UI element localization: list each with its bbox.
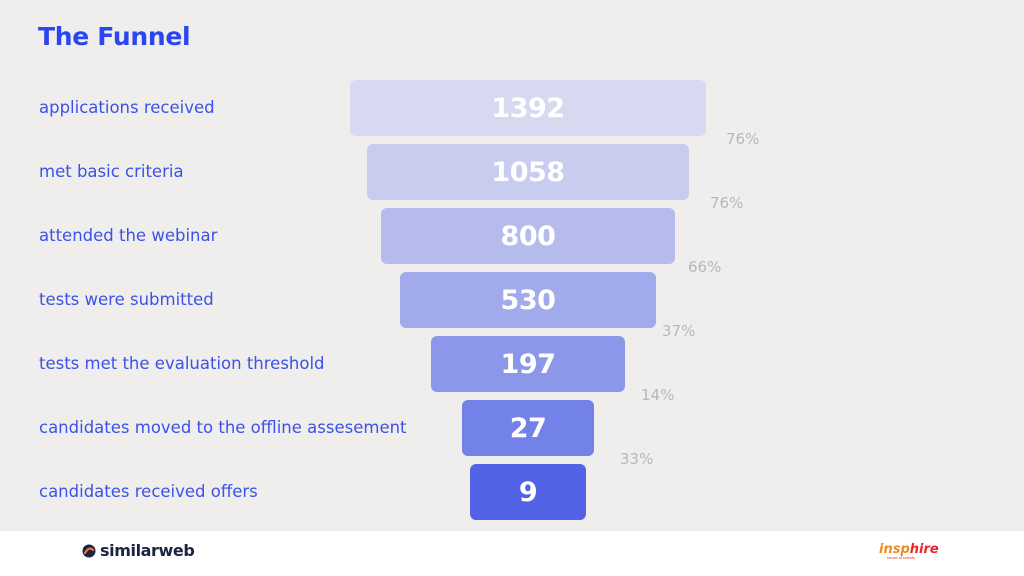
- bar-value-label: 197: [500, 348, 556, 380]
- insphire-tagline: house of talents: [887, 556, 916, 560]
- stage-label: tests met the evaluation threshold: [39, 354, 325, 373]
- funnel-bar: 197: [431, 336, 625, 392]
- slide-background: The Funnel applications received 1392 met …: [0, 0, 1024, 531]
- similarweb-logo: similarweb: [82, 541, 195, 560]
- bar-value-label: 9: [518, 476, 538, 508]
- similarweb-wordmark: similarweb: [100, 541, 195, 560]
- stage-label: candidates received offers: [39, 482, 258, 501]
- insphire-logo: insphire house of talents: [879, 540, 939, 561]
- stage-label: attended the webinar: [39, 226, 218, 245]
- chart-title: The Funnel: [38, 22, 191, 51]
- bar-value-label: 1058: [491, 156, 565, 188]
- insphire-wordmark-part2: hire: [909, 542, 939, 557]
- stage-label: candidates moved to the offline asseseme…: [39, 418, 407, 437]
- footer: similarweb insphire house of talents: [0, 531, 1024, 576]
- funnel-bar: 1058: [366, 144, 690, 200]
- funnel-bar: 1392: [350, 80, 706, 136]
- funnel-bar: 530: [399, 272, 657, 328]
- stage-label: met basic criteria: [39, 162, 184, 181]
- funnel-bar: 27: [461, 400, 595, 456]
- bar-value-label: 1392: [491, 92, 565, 124]
- bar-value-label: 27: [509, 412, 547, 444]
- funnel-bar: 9: [469, 464, 587, 520]
- similarweb-icon: [82, 544, 96, 557]
- bar-value-label: 800: [500, 220, 556, 252]
- conversion-rate-label: 76%: [726, 130, 760, 148]
- funnel-bar: 800: [381, 208, 675, 264]
- conversion-rate-label: 76%: [710, 194, 744, 212]
- stage-label: tests were submitted: [39, 290, 214, 309]
- conversion-rate-label: 66%: [688, 258, 722, 276]
- insphire-wordmark-part1: insp: [879, 542, 910, 557]
- conversion-rate-label: 14%: [641, 386, 675, 404]
- conversion-rate-label: 33%: [620, 450, 654, 468]
- stage-label: applications received: [39, 98, 215, 117]
- bar-value-label: 530: [500, 284, 556, 316]
- conversion-rate-label: 37%: [662, 322, 696, 340]
